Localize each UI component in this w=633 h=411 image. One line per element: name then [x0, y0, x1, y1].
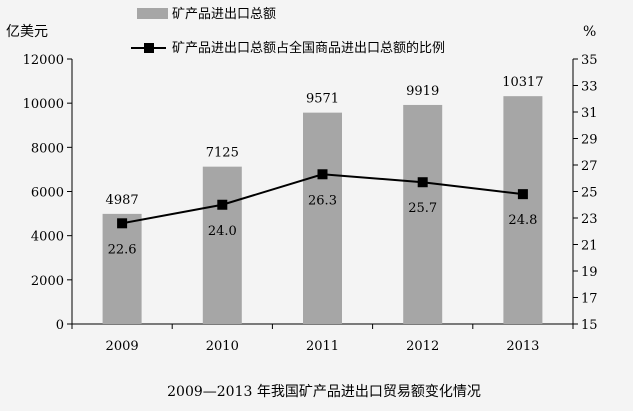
- y-left-tick-label: 4000: [31, 230, 64, 245]
- line-marker: [317, 169, 328, 180]
- y-left-tick-label: 10000: [23, 97, 64, 112]
- axes: 亿美元 % 0 2000 4000 6000 8000 10000 12000 15 17 19 21 2…: [6, 24, 598, 354]
- bar-data-label: 7125: [206, 146, 239, 161]
- line-marker: [517, 189, 528, 200]
- x-tick-label: 2013: [506, 339, 539, 354]
- y-left-tick-label: 12000: [23, 53, 64, 68]
- y-right-tick-label: 33: [581, 80, 598, 95]
- x-tick-label: 2010: [206, 339, 239, 354]
- y-right-tick-label: 35: [581, 53, 598, 68]
- x-tick-label: 2011: [306, 339, 339, 354]
- line-data-label: 24.0: [208, 224, 237, 239]
- bar-data-label: 10317: [502, 75, 543, 90]
- y-right-tick-label: 17: [581, 292, 598, 307]
- y-left-tick-label: 8000: [31, 141, 64, 156]
- bar-series: [102, 96, 543, 325]
- data-labels: 4987 7125 9571 9919 10317 22.6 24.0 26.3 25.7 24.…: [106, 75, 544, 257]
- line-series: [117, 169, 528, 229]
- y-left-tick-label: 0: [56, 318, 64, 333]
- line-data-label: 25.7: [408, 201, 437, 216]
- bar-data-label: 4987: [106, 193, 139, 208]
- y-right-tick-label: 23: [581, 212, 598, 227]
- bar: [403, 104, 443, 324]
- bar: [102, 213, 142, 324]
- bar-data-label: 9919: [406, 84, 439, 99]
- line-data-label: 22.6: [108, 242, 137, 257]
- bar: [503, 96, 543, 324]
- legend-bar-swatch: [137, 8, 168, 19]
- x-tick-label: 2012: [406, 339, 439, 354]
- bar: [303, 112, 342, 325]
- line-marker: [117, 218, 128, 229]
- bar: [202, 166, 242, 324]
- y-right-tick-label: 21: [581, 239, 598, 254]
- line-data-label: 24.8: [508, 213, 537, 228]
- y-left-tick-label: 2000: [31, 274, 64, 289]
- y-right-tick-label: 25: [581, 186, 598, 201]
- y-left-tick-label: 6000: [31, 186, 64, 201]
- line-marker: [417, 177, 428, 188]
- legend-line-label: 矿产品进出口总额占全国商品进出口总额的比例: [172, 40, 445, 56]
- legend-bar-label: 矿产品进出口总额: [172, 7, 276, 22]
- bar-data-label: 9571: [306, 92, 339, 107]
- y-right-tick-label: 31: [581, 106, 598, 121]
- x-tick-label: 2009: [106, 339, 139, 354]
- y-right-tick-label: 29: [581, 133, 598, 148]
- y-right-tick-label: 27: [581, 159, 598, 174]
- line-data-label: 26.3: [308, 193, 337, 208]
- chart-title: 2009—2013 年我国矿产品进出口贸易额变化情况: [167, 384, 481, 400]
- y-right-axis-label: %: [583, 24, 596, 40]
- line-marker: [217, 199, 228, 210]
- y-left-axis-label: 亿美元: [6, 24, 48, 40]
- legend-line-marker: [144, 43, 154, 53]
- y-right-tick-label: 19: [581, 265, 598, 280]
- y-right-tick-label: 15: [581, 318, 598, 333]
